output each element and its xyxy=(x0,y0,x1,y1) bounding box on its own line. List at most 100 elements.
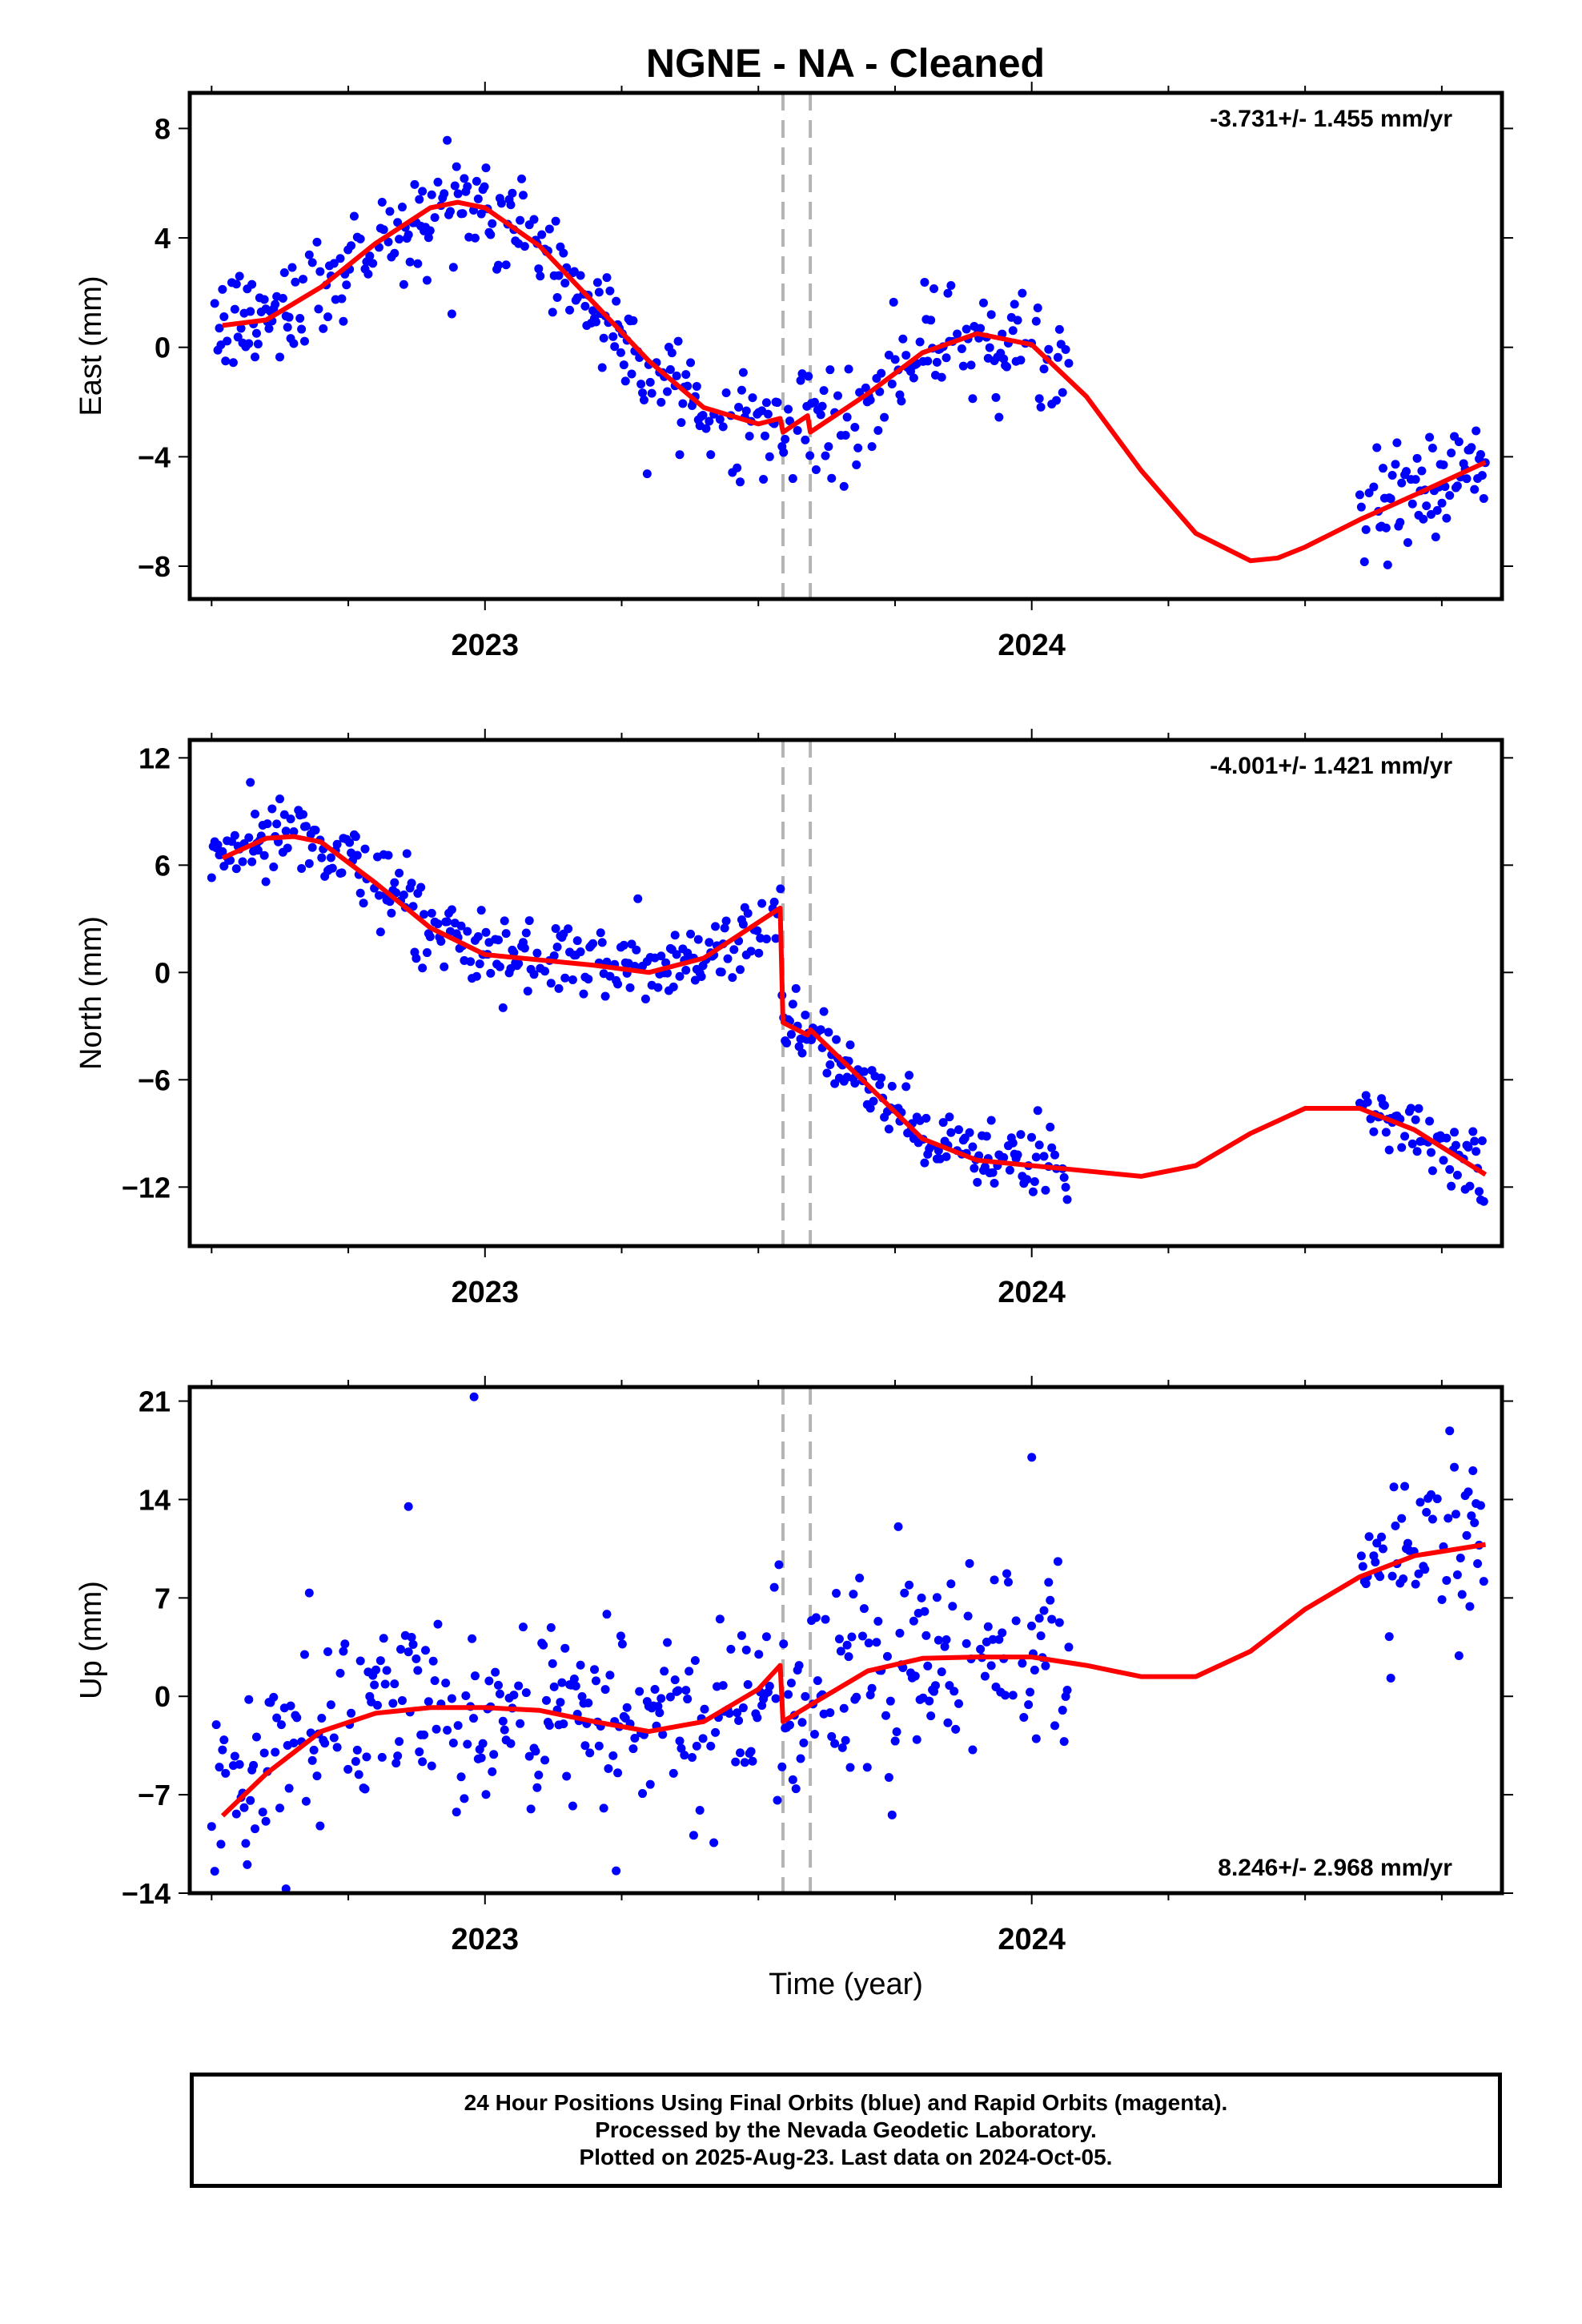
data-point xyxy=(656,397,666,407)
data-point xyxy=(1053,1557,1062,1566)
data-point xyxy=(672,371,681,380)
data-point xyxy=(580,1741,590,1751)
data-point xyxy=(472,971,481,981)
data-point xyxy=(448,263,458,272)
y-tick-label: 8 xyxy=(155,112,171,145)
data-point xyxy=(865,396,875,405)
data-point xyxy=(976,1644,986,1654)
data-point xyxy=(287,263,297,272)
data-point xyxy=(675,450,685,460)
data-point xyxy=(1064,359,1074,368)
data-point xyxy=(600,991,610,1001)
data-point xyxy=(822,1068,832,1078)
data-point xyxy=(514,1681,524,1691)
data-point xyxy=(833,391,842,400)
data-point xyxy=(805,451,815,460)
data-point xyxy=(534,1771,544,1780)
data-point xyxy=(231,864,241,874)
data-point xyxy=(478,1739,488,1748)
data-point xyxy=(1465,1181,1475,1191)
data-point xyxy=(1016,1130,1026,1140)
data-point xyxy=(1041,1661,1050,1671)
data-point xyxy=(569,267,579,276)
data-point xyxy=(612,296,621,306)
data-point xyxy=(447,905,456,915)
data-point xyxy=(231,279,241,289)
data-point xyxy=(251,352,260,362)
data-point xyxy=(1417,466,1427,476)
data-point xyxy=(226,1894,235,1903)
data-point xyxy=(1451,1510,1460,1519)
data-point xyxy=(219,1735,229,1745)
data-point xyxy=(1026,1687,1035,1697)
data-point xyxy=(529,215,539,224)
footer-line-3: Plotted on 2025-Aug-23. Last data on 202… xyxy=(579,2145,1113,2169)
data-point xyxy=(469,1714,479,1723)
data-point xyxy=(425,226,435,235)
y-tick-label: 7 xyxy=(155,1582,171,1614)
data-point xyxy=(665,1692,675,1702)
data-point xyxy=(602,273,612,283)
data-point xyxy=(864,1638,873,1648)
data-point xyxy=(576,271,585,280)
data-point xyxy=(572,936,582,946)
data-point xyxy=(677,418,686,428)
data-point xyxy=(748,393,757,403)
data-point xyxy=(259,1748,269,1758)
data-point xyxy=(408,902,418,911)
data-point xyxy=(901,351,911,360)
data-point xyxy=(374,891,383,900)
data-point xyxy=(380,1679,390,1689)
data-point xyxy=(999,1152,1009,1162)
data-point xyxy=(1464,1142,1473,1152)
data-point xyxy=(500,1725,509,1735)
data-point xyxy=(986,310,996,320)
data-point xyxy=(991,392,1001,402)
data-point xyxy=(816,410,825,420)
data-point xyxy=(379,225,388,235)
data-point xyxy=(1420,1565,1430,1574)
data-point xyxy=(910,1671,920,1681)
data-point xyxy=(360,1784,370,1794)
data-point xyxy=(251,1732,261,1742)
data-point xyxy=(686,358,696,368)
data-point xyxy=(612,1866,621,1876)
data-point xyxy=(404,230,413,239)
data-point xyxy=(1450,1128,1460,1137)
data-point xyxy=(1407,1139,1417,1148)
panels: 2023 2024 8 4 0 −4 −8 East (mm) -3.731+/- 1.455 … xyxy=(74,82,1513,2001)
y-tick-label: 4 xyxy=(155,222,171,255)
data-point xyxy=(678,399,688,408)
data-point xyxy=(244,339,254,348)
data-point xyxy=(850,1079,860,1088)
data-point xyxy=(786,1679,796,1688)
data-point xyxy=(440,189,449,199)
data-point xyxy=(1395,517,1405,527)
data-point xyxy=(839,1703,849,1713)
data-point xyxy=(884,1772,893,1782)
data-point xyxy=(797,1048,807,1058)
data-point xyxy=(619,360,628,370)
data-point xyxy=(1414,1104,1423,1113)
data-point xyxy=(540,967,550,976)
data-point xyxy=(882,1651,892,1661)
data-point xyxy=(943,1718,953,1727)
data-point xyxy=(493,260,503,270)
data-point xyxy=(235,1759,244,1769)
data-point xyxy=(909,1616,918,1626)
data-point xyxy=(1425,1116,1435,1126)
y-tick-label: −7 xyxy=(138,1779,171,1811)
data-point xyxy=(368,259,378,268)
data-point xyxy=(736,1748,745,1758)
data-point xyxy=(726,1644,736,1654)
data-point xyxy=(466,957,476,967)
data-point xyxy=(675,1736,685,1746)
data-point xyxy=(1356,502,1366,512)
data-point xyxy=(539,1640,548,1650)
data-point xyxy=(339,316,348,326)
data-point xyxy=(700,1704,709,1714)
data-point xyxy=(862,1763,872,1772)
data-point xyxy=(1476,450,1485,460)
y-tick-label: 6 xyxy=(155,849,171,882)
data-point xyxy=(926,316,936,325)
